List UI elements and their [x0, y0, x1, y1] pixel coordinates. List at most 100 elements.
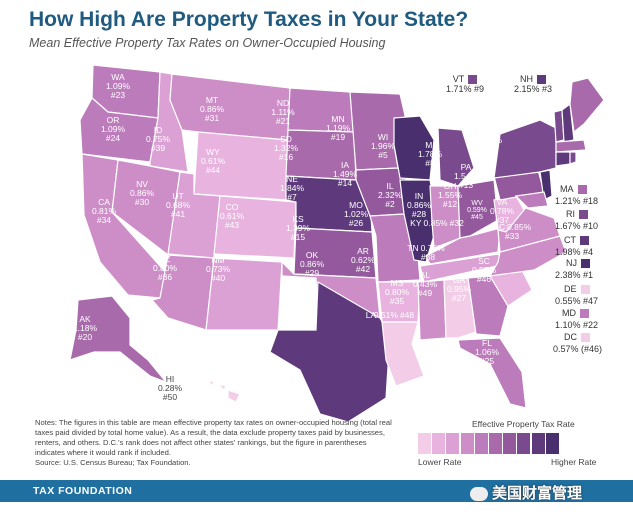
state-ct: [555, 151, 571, 167]
label-pa-rate: 1.54%: [454, 171, 479, 181]
label-oh-rate: 1.55%: [438, 190, 463, 200]
svg-text:TN0.75%#38: TN 0.75% #38: [407, 243, 445, 262]
svg-text:AL0.43%#49: AL 0.43% #49: [413, 270, 438, 298]
svg-text:GA0.95%#27: GA 0.95% #27: [447, 275, 472, 303]
state-md: [514, 191, 549, 209]
label-mi-rank: #8: [425, 158, 435, 168]
legend-scale: [418, 433, 560, 454]
state-la: [381, 321, 425, 387]
label-tn-rank: #38: [421, 252, 435, 262]
label-ok-rank: #29: [305, 268, 319, 278]
label-mo-rate: 1.02%: [344, 209, 369, 219]
page-subtitle: Mean Effective Property Tax Rates on Own…: [29, 36, 386, 50]
legend-swatch: [503, 433, 517, 454]
svg-text:WY0.61%#44: WY 0.61% #44: [201, 147, 226, 175]
side-label-nh: NH 2.15% #3: [514, 74, 553, 95]
svg-text:MN1.19%#19: MN 1.19% #19: [326, 114, 351, 142]
svg-text:SC0.57%#46: SC 0.57% #46: [472, 256, 497, 284]
legend-swatch: [460, 433, 474, 454]
svg-text:WI1.96%#5: WI 1.96% #5: [371, 132, 396, 160]
label-pa-rank: #13: [459, 180, 473, 190]
svg-text:NY1.64%#11: NY 1.64% #11: [478, 126, 503, 154]
label-sd-rank: #16: [279, 152, 293, 162]
label-id-rate: 0.75%: [146, 134, 171, 144]
side-label-dc: DC: [564, 332, 590, 343]
label-ky-rate: 0.85%: [424, 218, 449, 228]
label-or-rate: 1.09%: [101, 124, 126, 134]
legend-swatch: [418, 433, 431, 454]
svg-text:UT0.68%#41: UT 0.68% #41: [166, 191, 191, 219]
svg-text:KS1.39%#15: KS 1.39% #15: [286, 214, 311, 242]
label-nd-rank: #21: [276, 116, 290, 126]
svg-text:SD1.32%#16: SD 1.32% #16: [274, 134, 299, 162]
label-il-rank: #2: [385, 199, 395, 209]
label-ne-rank: #7: [287, 192, 297, 202]
label-id-rank: #39: [151, 143, 165, 153]
label-mt-rank: #31: [205, 113, 219, 123]
state-al: [443, 277, 477, 339]
label-ut-rate: 0.68%: [166, 200, 191, 210]
wechat-icon: [470, 487, 488, 502]
side-label-ct: CT: [564, 235, 589, 246]
svg-text:WV0.59%#45: WV 0.59% #45: [467, 200, 487, 221]
label-nv-rank: #30: [135, 197, 149, 207]
svg-text:KY0.85%#32: KY 0.85% #32: [410, 218, 464, 228]
label-mo-rank: #26: [349, 218, 363, 228]
label-ia-rate: 1.49%: [333, 169, 358, 179]
label-ca-rank: #34: [97, 215, 111, 225]
label-tx-rate: 1.90%: [284, 305, 309, 315]
label-ia-rank: #14: [338, 178, 352, 188]
svg-text:NV0.86%#30: NV 0.86% #30: [130, 179, 155, 207]
side-label-ma: MA: [560, 184, 587, 195]
svg-text:OR1.09%#24: OR 1.09% #24: [101, 115, 126, 143]
state-co: [213, 195, 297, 259]
label-hi-rank: #50: [163, 392, 177, 402]
svg-text:PA1.54%#13: PA 1.54% #13: [454, 162, 479, 190]
state-in: [429, 185, 461, 249]
state-mi: [437, 127, 475, 187]
legend-swatch: [488, 433, 502, 454]
label-ok-rate: 0.86%: [300, 259, 325, 269]
legend-swatch: [446, 433, 460, 454]
side-value-ri: 1.67% #10: [555, 221, 599, 231]
label-ga-rank: #27: [452, 293, 466, 303]
legend-high-label: Higher Rate: [551, 457, 597, 467]
watermark: 美国财富管理: [470, 482, 582, 503]
state-me: [569, 77, 605, 134]
label-co-rate: 0.61%: [220, 211, 245, 221]
label-wv-rank: #45: [471, 214, 483, 221]
label-sd-rate: 1.32%: [274, 143, 299, 153]
svg-text:OH1.55%#12: OH 1.55% #12: [438, 181, 463, 209]
label-al-rate: 0.43%: [413, 279, 438, 289]
label-sc-rate: 0.57%: [472, 265, 497, 275]
svg-text:IA1.49%#14: IA 1.49% #14: [333, 160, 358, 188]
legend-swatch: [531, 433, 545, 454]
side-value-ma: 1.21% #18: [555, 196, 599, 206]
label-ar-rank: #42: [356, 264, 370, 274]
side-value-dc: 0.57% (#46): [553, 344, 603, 354]
svg-text:ND1.11%#21: ND 1.11% #21: [271, 98, 295, 126]
label-ak-rank: #20: [78, 332, 92, 342]
svg-text:CO0.61%#43: CO 0.61% #43: [220, 202, 245, 230]
label-ky-rank: #32: [450, 218, 464, 228]
label-va-rate: 0.78%: [490, 206, 515, 216]
side-label-nj: NJ: [566, 258, 590, 269]
source-text: Source: U.S. Census Bureau; Tax Foundati…: [35, 458, 191, 467]
label-ga-rate: 0.95%: [447, 284, 472, 294]
label-mi-rate: 1.78%: [418, 149, 443, 159]
label-ms-rate: 0.80%: [385, 287, 410, 297]
svg-text:VA0.78%#37: VA 0.78% #37: [490, 197, 515, 225]
label-sc-rank: #46: [477, 274, 491, 284]
label-va-rank: #37: [495, 215, 509, 225]
svg-text:AK1.18%#20: AK 1.18% #20: [73, 314, 98, 342]
label-wy-rank: #44: [206, 165, 220, 175]
label-wi-rank: #5: [378, 150, 388, 160]
label-ms-rank: #35: [390, 296, 404, 306]
side-label-ri: RI: [566, 209, 588, 220]
svg-text:HI0.28%#50: HI 0.28% #50: [158, 374, 183, 402]
label-wy-rate: 0.61%: [201, 156, 226, 166]
side-vt-abbr: VT: [452, 74, 465, 84]
label-ny-rank: #11: [483, 144, 497, 154]
side-label-vt: VT 1.71% #9: [446, 74, 485, 95]
